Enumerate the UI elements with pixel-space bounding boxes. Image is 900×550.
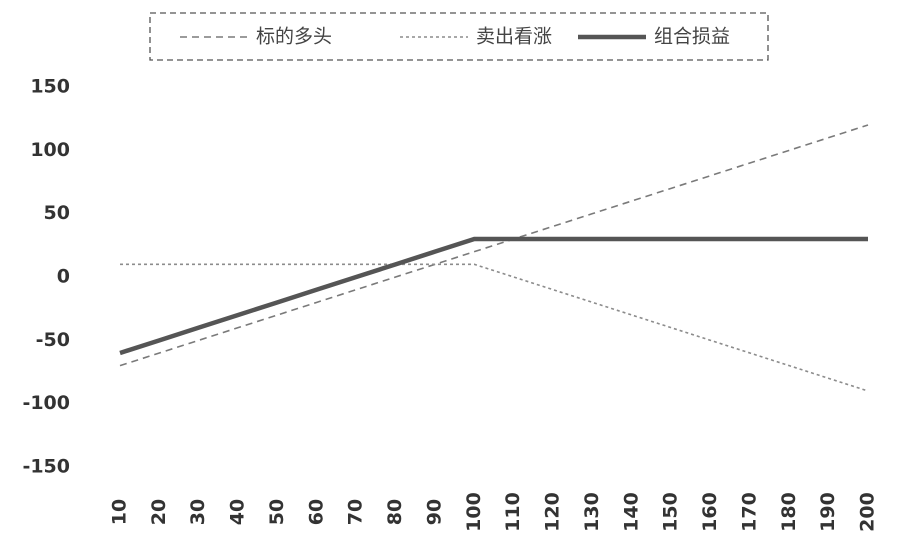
y-tick-label: -150 bbox=[22, 456, 70, 478]
x-tick-label: 40 bbox=[227, 499, 249, 525]
series-line bbox=[120, 263, 869, 392]
y-tick-label: 100 bbox=[30, 139, 70, 161]
x-tick-label: 120 bbox=[542, 492, 564, 532]
x-tick-label: 50 bbox=[266, 499, 288, 525]
x-tick-label: 150 bbox=[660, 492, 682, 532]
legend-label: 标的多头 bbox=[256, 26, 332, 48]
x-tick-label: 110 bbox=[502, 492, 524, 532]
x-tick-label: 130 bbox=[581, 492, 603, 532]
legend-label: 卖出看涨 bbox=[476, 26, 552, 48]
x-tick-label: 190 bbox=[817, 492, 839, 532]
legend-label: 组合损益 bbox=[654, 26, 730, 48]
x-tick-label: 100 bbox=[463, 492, 485, 532]
y-tick-label: 0 bbox=[57, 266, 70, 288]
x-tick-label: 180 bbox=[778, 492, 800, 532]
x-tick-label: 140 bbox=[620, 492, 642, 532]
y-tick-label: 50 bbox=[44, 202, 70, 224]
x-tick-label: 160 bbox=[699, 492, 721, 532]
legend-box bbox=[149, 12, 769, 61]
x-tick-label: 30 bbox=[187, 499, 209, 525]
series-line bbox=[119, 236, 868, 356]
x-tick-label: 10 bbox=[109, 499, 131, 525]
x-tick-label: 60 bbox=[305, 499, 327, 525]
x-tick-label: 20 bbox=[148, 499, 170, 525]
y-tick-label: -50 bbox=[36, 329, 70, 351]
series-line bbox=[119, 124, 869, 367]
x-tick-label: 200 bbox=[857, 492, 879, 532]
y-tick-label: -100 bbox=[22, 392, 70, 414]
x-tick-label: 90 bbox=[423, 499, 445, 525]
x-tick-label: 170 bbox=[738, 492, 760, 532]
y-tick-label: 150 bbox=[30, 76, 70, 98]
legend: 标的多头 卖出看涨 组合损益 bbox=[180, 26, 730, 48]
x-tick-label: 70 bbox=[345, 499, 367, 525]
x-tick-label: 80 bbox=[384, 499, 406, 525]
